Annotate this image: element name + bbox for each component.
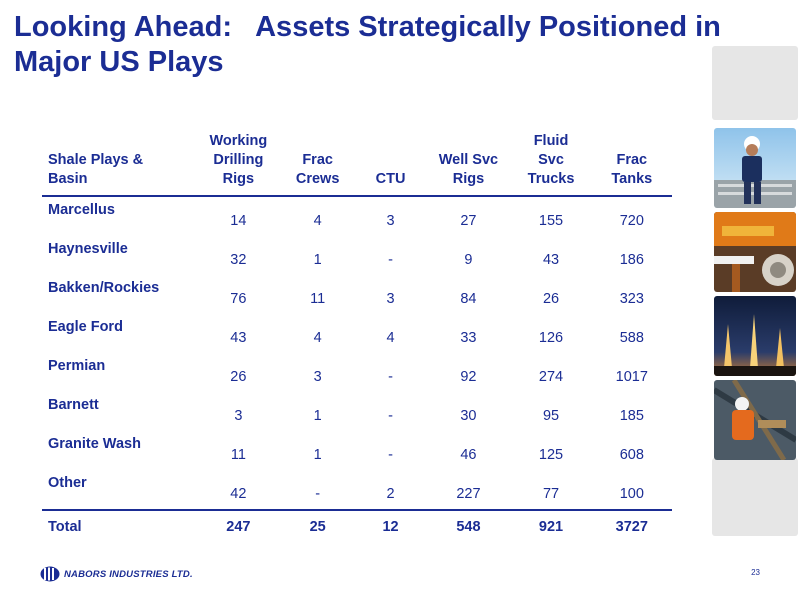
rig-worker-photo: [714, 380, 796, 460]
row-label: Other: [48, 475, 87, 491]
total-value: 25: [280, 509, 355, 543]
cell-value: 43: [542, 251, 560, 268]
cell-value: 1: [313, 407, 322, 424]
total-label: Total: [42, 509, 197, 543]
total-value: 921: [510, 509, 592, 543]
cell-value: 3: [234, 407, 243, 424]
cell-value: 14: [230, 212, 247, 229]
total-value: 247: [196, 509, 281, 543]
company-name: NABORS INDUSTRIES LTD.: [64, 568, 193, 580]
cell-value: 27: [460, 212, 477, 229]
cell-value: 11: [310, 290, 326, 307]
cell-value: 30: [460, 407, 477, 424]
night-rigs-photo: [714, 296, 796, 376]
header-fluid-svc-trucks: Fluid Svc Trucks: [510, 128, 592, 197]
table-header-row: Shale Plays & Basin Working Drilling Rigs F…: [42, 128, 672, 197]
cell-value: 155: [538, 212, 564, 229]
slide-title: Looking Ahead: Assets Strategically Posi…: [14, 10, 734, 80]
row-label: Bakken/Rockies: [48, 280, 160, 296]
cell-value: 3: [386, 290, 395, 307]
total-value: 12: [354, 509, 427, 543]
header-working-drilling-rigs: Working Drilling Rigs: [196, 128, 281, 197]
row-label: Granite Wash: [48, 436, 141, 452]
cell-value: 32: [230, 251, 247, 268]
cell-value: 1: [313, 251, 322, 268]
nabors-logo-icon: [40, 566, 60, 582]
table-row: Marcellus 14 4 3 27 155 720: [42, 196, 672, 236]
table-row: Bakken/Rockies 76 11 3 84 26 323: [42, 275, 672, 314]
cell-value: 4: [386, 329, 395, 346]
cell-value: 2: [386, 485, 395, 502]
table-row: Barnett 3 1 - 30 95 185: [42, 392, 672, 431]
header-well-svc-rigs: Well Svc Rigs: [426, 128, 511, 197]
cell-value: 42: [230, 485, 247, 502]
total-value: 548: [426, 509, 511, 543]
assets-table: Shale Plays & Basin Working Drilling Rigs F…: [42, 128, 672, 543]
cell-value: 1: [313, 446, 322, 463]
cell-value: 3: [386, 212, 395, 229]
cell-value: 9: [464, 251, 473, 268]
cell-value: 4: [313, 212, 322, 229]
cell-value: 76: [230, 290, 247, 307]
title-line-1: Looking Ahead: Assets Strategically Posi…: [14, 11, 721, 43]
cell-value: 186: [619, 251, 644, 268]
cell-value: -: [315, 485, 321, 502]
cell-value: -: [388, 368, 393, 385]
total-value: 3727: [591, 509, 672, 543]
cell-value: 11: [230, 446, 246, 463]
cell-value: -: [388, 251, 393, 268]
cell-value: 100: [619, 485, 644, 502]
cell-value: 92: [460, 368, 477, 385]
page-number: 23: [751, 568, 760, 577]
header-shale-plays: Shale Plays & Basin: [42, 128, 197, 197]
cell-value: 3: [313, 368, 322, 385]
header-ctu: CTU: [354, 128, 427, 197]
cell-value: 26: [542, 290, 560, 307]
table-row: Other 42 - 2 227 77 100: [42, 470, 672, 510]
row-label: Permian: [48, 358, 106, 374]
header-frac-tanks: Frac Tanks: [591, 128, 672, 197]
title-line-2: Major US Plays: [14, 46, 224, 78]
table-row: Granite Wash 11 1 - 46 125 608: [42, 431, 672, 470]
table-total-row: Total 247 25 12 548 921 3727: [42, 509, 672, 543]
oilfield-worker-photo: [714, 128, 796, 208]
header-frac-crews: Frac Crews: [280, 128, 355, 197]
cell-value: 608: [619, 446, 644, 463]
cell-value: 125: [538, 446, 564, 463]
row-label: Marcellus: [48, 202, 115, 218]
cell-value: 274: [538, 368, 564, 385]
cell-value: 185: [619, 407, 644, 424]
cell-value: 4: [313, 329, 322, 346]
side-panel-top: [712, 46, 798, 120]
side-image-strip: [712, 46, 798, 536]
cell-value: -: [388, 446, 393, 463]
cell-value: 588: [619, 329, 644, 346]
table-row: Permian 26 3 - 92 274 1017: [42, 353, 672, 392]
cell-value: 323: [619, 290, 644, 307]
row-label: Eagle Ford: [48, 319, 123, 335]
cell-value: 43: [230, 329, 247, 346]
cell-value: -: [388, 407, 393, 424]
cell-value: 26: [230, 368, 247, 385]
cell-value: 33: [460, 329, 477, 346]
row-label: Barnett: [48, 397, 99, 413]
cell-value: 227: [456, 485, 481, 502]
cell-value: 720: [619, 212, 644, 229]
row-label: Haynesville: [48, 241, 128, 257]
drilling-equipment-photo: [714, 212, 796, 292]
cell-value: 95: [542, 407, 560, 424]
table-row: Eagle Ford 43 4 4 33 126 588: [42, 314, 672, 353]
cell-value: 84: [460, 290, 477, 307]
cell-value: 46: [460, 446, 477, 463]
cell-value: 126: [538, 329, 564, 346]
cell-value: 77: [542, 485, 560, 502]
side-panel-bottom: [712, 458, 798, 536]
cell-value: 1017: [615, 368, 648, 385]
footer-logo: NABORS INDUSTRIES LTD.: [40, 566, 193, 582]
table-row: Haynesville 32 1 - 9 43 186: [42, 236, 672, 275]
